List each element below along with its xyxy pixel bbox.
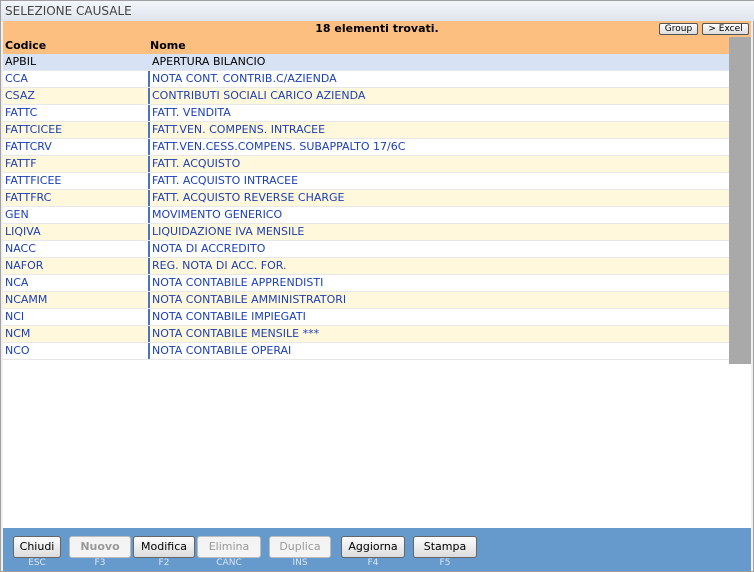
cell-codice: NCAMM — [5, 293, 48, 306]
table-row[interactable]: NAFOR REG. NOTA DI ACC. FOR. — [3, 258, 729, 275]
cell-nome: FATT.VEN. COMPENS. INTRACEE — [148, 122, 729, 138]
cell-nome: FATT. ACQUISTO REVERSE CHARGE — [148, 190, 729, 206]
cell-nome: NOTA CONTABILE AMMINISTRATORI — [148, 292, 729, 308]
table-row[interactable]: NCM NOTA CONTABILE MENSILE *** — [3, 326, 729, 343]
cell-codice: CCA — [5, 72, 28, 85]
table-row[interactable]: FATTF FATT. ACQUISTO — [3, 156, 729, 173]
shortcut-key-label: F4 — [367, 558, 379, 568]
table-row[interactable]: FATTFICEE FATT. ACQUISTO INTRACEE — [3, 173, 729, 190]
column-header-codice[interactable]: Codice — [5, 39, 47, 52]
table-row[interactable]: NCAMM NOTA CONTABILE AMMINISTRATORI — [3, 292, 729, 309]
shortcut-key-label: CANC — [216, 558, 242, 568]
excel-export-button[interactable]: > Excel — [702, 23, 749, 35]
cell-nome: FATT. VENDITA — [148, 105, 729, 121]
shortcut-key-label: ESC — [28, 558, 46, 568]
cell-codice: NCM — [5, 327, 31, 340]
cell-nome: NOTA CONTABILE APPRENDISTI — [148, 275, 729, 291]
shortcut-key-label: INS — [292, 558, 308, 568]
vertical-scrollbar[interactable] — [729, 37, 751, 364]
cell-codice: LIQIVA — [5, 225, 41, 238]
aggiorna-button[interactable]: Aggiorna — [341, 536, 405, 558]
shortcut-key-label: F3 — [94, 558, 106, 568]
table-row[interactable]: LIQIVA LIQUIDAZIONE IVA MENSILE — [3, 224, 729, 241]
table-row[interactable]: CSAZ CONTRIBUTI SOCIALI CARICO AZIENDA — [3, 88, 729, 105]
cell-nome: NOTA CONTABILE OPERAI — [148, 343, 729, 359]
modifica-button[interactable]: Modifica — [133, 536, 195, 558]
shortcut-key-label: F2 — [158, 558, 170, 568]
cell-nome: NOTA CONTABILE IMPIEGATI — [148, 309, 729, 325]
cell-codice: FATTC — [5, 106, 38, 119]
cell-nome: NOTA DI ACCREDITO — [148, 241, 729, 257]
window-title: SELEZIONE CAUSALE — [1, 1, 754, 21]
table-row[interactable]: NCO NOTA CONTABILE OPERAI — [3, 343, 729, 360]
table-row[interactable]: FATTFRC FATT. ACQUISTO REVERSE CHARGE — [3, 190, 729, 207]
table-row[interactable]: NACC NOTA DI ACCREDITO — [3, 241, 729, 258]
elimina-button[interactable]: Elimina — [197, 536, 261, 558]
cell-nome: FATT. ACQUISTO INTRACEE — [148, 173, 729, 189]
cell-nome: CONTRIBUTI SOCIALI CARICO AZIENDA — [148, 88, 729, 104]
cell-codice: NCO — [5, 344, 30, 357]
shortcut-key-label: F5 — [439, 558, 451, 568]
table-row[interactable]: GEN MOVIMENTO GENERICO — [3, 207, 729, 224]
cell-codice: FATTCICEE — [5, 123, 63, 136]
table-row[interactable]: NCI NOTA CONTABILE IMPIEGATI — [3, 309, 729, 326]
cell-nome: NOTA CONTABILE MENSILE *** — [148, 326, 729, 342]
nuovo-button[interactable]: Nuovo — [69, 536, 131, 558]
cell-codice: NCA — [5, 276, 29, 289]
group-button[interactable]: Group — [659, 23, 698, 35]
grid-header: Codice Nome — [3, 37, 729, 54]
table-row[interactable]: NCA NOTA CONTABILE APPRENDISTI — [3, 275, 729, 292]
table-row[interactable]: FATTCRV FATT.VEN.CESS.COMPENS. SUBAPPALTO… — [3, 139, 729, 156]
cell-codice: CSAZ — [5, 89, 35, 102]
cell-codice: FATTCRV — [5, 140, 52, 153]
cell-nome: REG. NOTA DI ACC. FOR. — [148, 258, 729, 274]
cell-codice: NAFOR — [5, 259, 44, 272]
cell-codice: FATTF — [5, 157, 37, 170]
footer-toolbar: Chiudi ESC Nuovo F3 Modifica F2 Elimina CANC Dup… — [3, 528, 751, 571]
cell-nome: LIQUIDAZIONE IVA MENSILE — [148, 224, 729, 240]
result-count: 18 elementi trovati. — [3, 21, 751, 37]
stampa-button[interactable]: Stampa — [413, 536, 477, 558]
cell-nome: NOTA CONT. CONTRIB.C/AZIENDA — [148, 71, 729, 87]
cell-nome: MOVIMENTO GENERICO — [148, 207, 729, 223]
table-row[interactable]: FATTCICEE FATT.VEN. COMPENS. INTRACEE — [3, 122, 729, 139]
cell-codice: FATTFRC — [5, 191, 52, 204]
chiudi-button[interactable]: Chiudi — [13, 536, 61, 558]
cell-codice: NCI — [5, 310, 25, 323]
cell-nome: FATT.VEN.CESS.COMPENS. SUBAPPALTO 17/6C — [148, 139, 729, 155]
cell-nome: FATT. ACQUISTO — [148, 156, 729, 172]
grid-rows: APBIL APERTURA BILANCIO CCA NOTA CONT. CONT… — [3, 54, 729, 360]
table-row[interactable]: FATTC FATT. VENDITA — [3, 105, 729, 122]
cell-codice: APBIL — [5, 55, 37, 68]
table-row[interactable]: CCA NOTA CONT. CONTRIB.C/AZIENDA — [3, 71, 729, 88]
cell-codice: NACC — [5, 242, 36, 255]
column-header-nome[interactable]: Nome — [150, 39, 186, 52]
cell-codice: GEN — [5, 208, 29, 221]
duplica-button[interactable]: Duplica — [269, 536, 331, 558]
cell-nome: APERTURA BILANCIO — [152, 55, 266, 68]
table-row[interactable]: APBIL APERTURA BILANCIO — [3, 54, 729, 71]
cell-codice: FATTFICEE — [5, 174, 62, 187]
causale-grid: Codice Nome APBIL APERTURA BILANCIO CCA NOT… — [3, 37, 751, 528]
